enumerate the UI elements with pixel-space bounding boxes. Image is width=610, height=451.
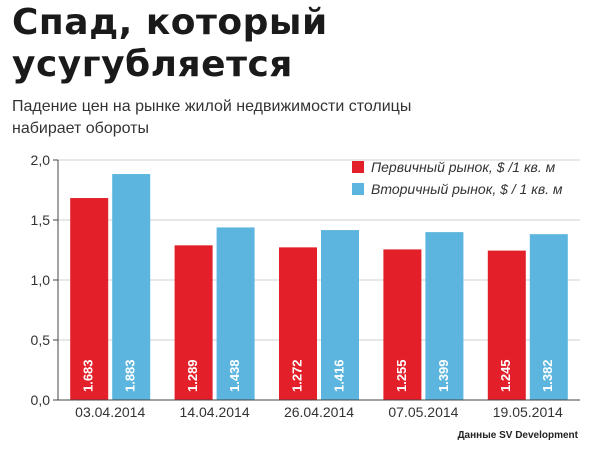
bar-primary — [279, 247, 317, 400]
bar-secondary — [529, 234, 568, 400]
y-tick-label: 2,0 — [31, 152, 51, 168]
legend-swatch-primary — [352, 161, 364, 173]
x-tick-label: 03.04.2014 — [75, 404, 145, 420]
x-tick-label: 07.05.2014 — [388, 404, 458, 420]
bar-value-label: 1.683 — [81, 359, 96, 392]
bar-value-label: 1.438 — [227, 359, 242, 392]
bar-secondary — [321, 230, 359, 400]
bar-value-label: 1.416 — [331, 359, 346, 392]
x-tick-label: 26.04.2014 — [284, 404, 354, 420]
legend-label-secondary: Вторичный рынок, $ / 1 кв. м — [371, 181, 563, 197]
chart-subtitle-line-2: набирает обороты — [12, 120, 150, 137]
bar-value-label: 1.272 — [289, 359, 304, 392]
bar-value-label: 1.399 — [436, 359, 451, 392]
bar-value-label: 1.289 — [185, 359, 200, 392]
x-tick-label: 19.05.2014 — [493, 404, 563, 420]
y-tick-label: 1,5 — [31, 212, 51, 228]
chart-subtitle-line-1: Падение цен на рынке жилой недвижимости … — [12, 98, 412, 115]
bar-primary — [70, 198, 109, 400]
bar-value-label: 1.255 — [394, 359, 409, 392]
legend-label-primary: Первичный рынок, $ /1 кв. м — [371, 159, 556, 175]
bar-primary — [174, 245, 213, 400]
bar-secondary — [112, 174, 151, 400]
bar-value-label: 1.883 — [123, 359, 138, 392]
bar-value-label: 1.245 — [498, 359, 513, 392]
bar-primary — [383, 249, 422, 400]
bar-value-label: 1.382 — [540, 359, 555, 392]
bar-secondary — [216, 227, 255, 400]
chart-title: Спад, который усугубляется — [12, 2, 602, 86]
x-tick-label: 14.04.2014 — [180, 404, 250, 420]
legend-swatch-secondary — [352, 183, 364, 195]
y-tick-label: 0,0 — [31, 392, 51, 408]
y-tick-label: 0,5 — [31, 332, 51, 348]
bar-secondary — [425, 232, 464, 400]
source-note: Данные SV Development — [457, 430, 578, 441]
chart-subtitle: Падение цен на рынке жилой недвижимости … — [12, 96, 602, 140]
y-tick-label: 1,0 — [31, 272, 51, 288]
bar-primary — [487, 250, 526, 400]
chart-title-line-1: Спад, который — [12, 2, 328, 43]
chart-title-line-2: усугубляется — [12, 44, 293, 85]
